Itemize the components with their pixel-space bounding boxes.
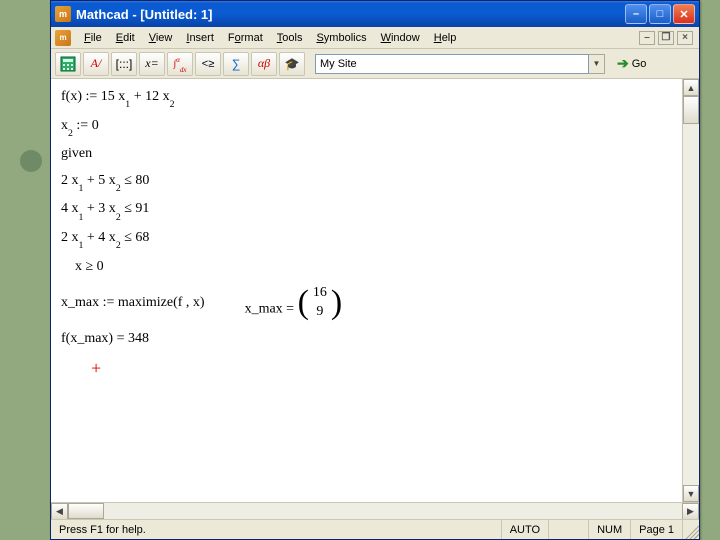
symbolic-toolbar-button[interactable]: 🎓 bbox=[279, 52, 305, 76]
greek-toolbar-button[interactable]: αβ bbox=[251, 52, 277, 76]
vertical-scrollbar[interactable]: ▲ ▼ bbox=[682, 79, 699, 502]
expr-f-result[interactable]: f(x_max) = 348 bbox=[61, 331, 672, 348]
menu-edit[interactable]: Edit bbox=[109, 30, 142, 46]
evaluation-toolbar-button[interactable]: x= bbox=[139, 52, 165, 76]
go-button[interactable]: ➔ Go bbox=[613, 53, 650, 74]
menu-view[interactable]: View bbox=[142, 30, 180, 46]
expr-constraint-2[interactable]: 4 x1 + 3 x2 ≤ 91 bbox=[61, 201, 672, 220]
scroll-down-button[interactable]: ▼ bbox=[683, 485, 699, 502]
status-help-text: Press F1 for help. bbox=[51, 520, 502, 539]
mdi-close-button[interactable]: × bbox=[677, 31, 693, 45]
graph-toolbar-button[interactable]: A/ bbox=[83, 52, 109, 76]
vscroll-track[interactable] bbox=[683, 96, 699, 485]
expr-xmax-result[interactable]: x_max = ( 169 ) bbox=[245, 285, 343, 321]
menu-tools[interactable]: Tools bbox=[270, 30, 310, 46]
maximize-button[interactable]: □ bbox=[649, 4, 671, 24]
insertion-crosshair-icon: + bbox=[91, 358, 672, 380]
hscroll-thumb[interactable] bbox=[68, 503, 104, 519]
programming-toolbar-button[interactable]: ∑ bbox=[223, 52, 249, 76]
menu-window[interactable]: Window bbox=[374, 30, 427, 46]
expr-constraint-1[interactable]: 2 x1 + 5 x2 ≤ 80 bbox=[61, 173, 672, 192]
expr-x2-init[interactable]: x2 := 0 bbox=[61, 118, 672, 137]
site-dropdown-button[interactable]: ▼ bbox=[589, 54, 605, 74]
menu-insert[interactable]: Insert bbox=[179, 30, 221, 46]
expr-given[interactable]: given bbox=[61, 146, 672, 163]
menu-symbolics[interactable]: Symbolics bbox=[309, 30, 373, 46]
window-title: Mathcad - [Untitled: 1] bbox=[76, 7, 625, 22]
status-num: NUM bbox=[589, 520, 631, 539]
math-toolbar: A/ [:::] x= ∫αdx <≥ ∑ αβ 🎓 ▼ ➔ Go bbox=[51, 49, 699, 79]
slide-bullet bbox=[20, 150, 42, 172]
status-page: Page 1 bbox=[631, 520, 683, 539]
mdi-minimize-button[interactable]: – bbox=[639, 31, 655, 45]
app-icon: m bbox=[55, 6, 71, 22]
app-window: m Mathcad - [Untitled: 1] – □ ✕ m File E… bbox=[50, 0, 700, 540]
status-auto: AUTO bbox=[502, 520, 549, 539]
menubar: m File Edit View Insert Format Tools Sym… bbox=[51, 27, 699, 49]
titlebar[interactable]: m Mathcad - [Untitled: 1] – □ ✕ bbox=[51, 1, 699, 27]
status-blank bbox=[549, 520, 589, 539]
menu-file[interactable]: File bbox=[77, 30, 109, 46]
menu-help[interactable]: Help bbox=[427, 30, 464, 46]
expr-nonneg[interactable]: x ≥ 0 bbox=[75, 259, 672, 276]
calculator-toolbar-button[interactable] bbox=[55, 52, 81, 76]
go-arrow-icon: ➔ bbox=[617, 55, 629, 72]
expr-objective[interactable]: f(x) := 15 x1 + 12 x2 bbox=[61, 89, 672, 108]
expr-constraint-3[interactable]: 2 x1 + 4 x2 ≤ 68 bbox=[61, 230, 672, 249]
matrix-toolbar-button[interactable]: [:::] bbox=[111, 52, 137, 76]
document-icon: m bbox=[55, 30, 71, 46]
statusbar: Press F1 for help. AUTO NUM Page 1 bbox=[51, 519, 699, 539]
expr-xmax-def[interactable]: x_max := maximize(f , x) bbox=[61, 295, 205, 312]
hscroll-track[interactable] bbox=[68, 503, 682, 519]
minimize-button[interactable]: – bbox=[625, 4, 647, 24]
scroll-up-button[interactable]: ▲ bbox=[683, 79, 699, 96]
boolean-toolbar-button[interactable]: <≥ bbox=[195, 52, 221, 76]
site-input[interactable] bbox=[315, 54, 589, 74]
scroll-left-button[interactable]: ◀ bbox=[51, 503, 68, 520]
scroll-right-button[interactable]: ▶ bbox=[682, 503, 699, 520]
vscroll-thumb[interactable] bbox=[683, 96, 699, 124]
mdi-restore-button[interactable]: ❐ bbox=[658, 31, 674, 45]
worksheet-area[interactable]: f(x) := 15 x1 + 12 x2 x2 := 0 given 2 x1… bbox=[51, 79, 682, 502]
menu-format[interactable]: Format bbox=[221, 30, 270, 46]
resize-grip-icon[interactable] bbox=[683, 520, 699, 539]
horizontal-scrollbar[interactable]: ◀ ▶ bbox=[51, 502, 699, 519]
calculus-toolbar-button[interactable]: ∫αdx bbox=[167, 52, 193, 76]
close-button[interactable]: ✕ bbox=[673, 4, 695, 24]
